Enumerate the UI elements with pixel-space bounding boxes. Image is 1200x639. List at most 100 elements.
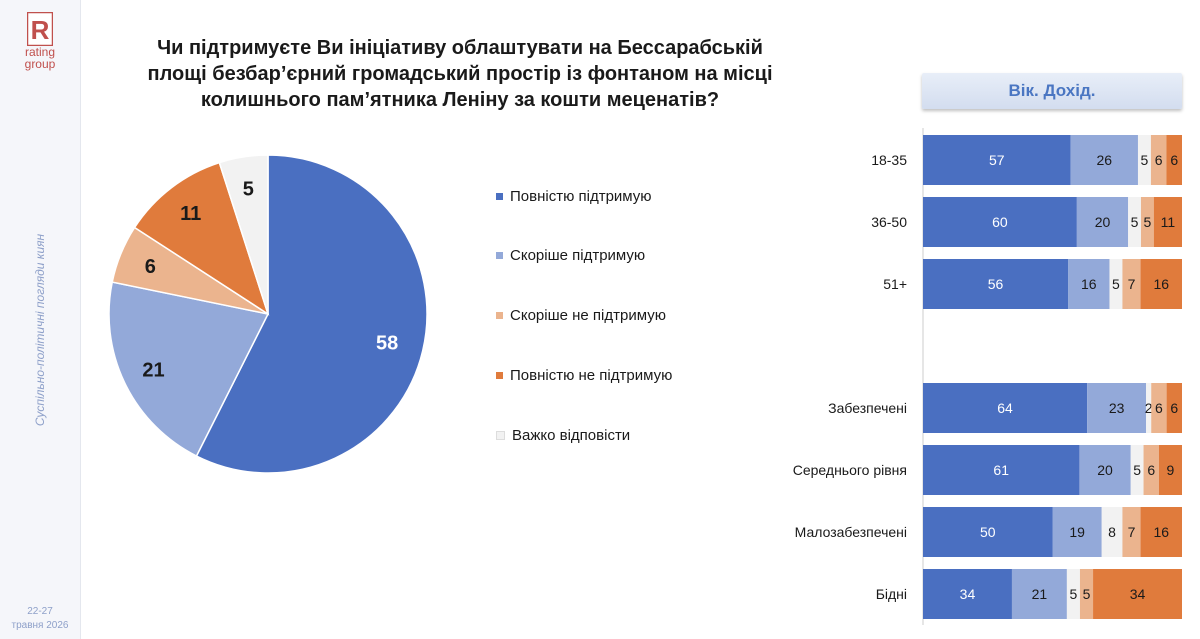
bar-value-label: 11: [1161, 214, 1176, 230]
bar-segment-rather-support: [1079, 445, 1131, 495]
bar-value-label: 23: [1109, 400, 1125, 416]
bar-segment-full-not: [1093, 569, 1182, 619]
bar-value-label: 21: [1032, 586, 1048, 602]
bar-value-label: 20: [1097, 462, 1113, 478]
bar-value-label: 57: [989, 152, 1005, 168]
logo-word-group: group: [24, 57, 56, 71]
bar-segment-hard-to-say: [1109, 259, 1123, 309]
bar-category-label: Середнього рівня: [793, 462, 907, 478]
bar-segment-rather-support: [1076, 197, 1129, 247]
bar-value-label: 7: [1128, 524, 1136, 540]
legend-swatch-rather-support: [496, 251, 503, 259]
bar-category-label: Малозабезпечені: [795, 524, 907, 540]
pie-label: 11: [180, 203, 201, 225]
bar-value-label: 20: [1095, 214, 1111, 230]
bar-segment-rather-not: [1079, 569, 1094, 619]
chart-title: Чи підтримуєте Ви ініціативу облаштувати…: [140, 35, 780, 113]
legend-label: Скоріше не підтримую: [510, 307, 666, 324]
pie-label: 58: [376, 332, 398, 354]
bar-segment-hard-to-say: [1130, 445, 1144, 495]
bar-value-label: 16: [1153, 276, 1169, 292]
legend-swatch-full-support: [496, 192, 503, 200]
logo-r-icon: R: [27, 12, 53, 46]
bar-value-label: 5: [1141, 152, 1149, 168]
bar-value-label: 50: [980, 524, 996, 540]
bar-segment-rather-not: [1150, 135, 1167, 185]
bar-segment-full-support: [923, 445, 1080, 495]
bar-segment-rather-not: [1122, 507, 1141, 557]
bar-value-label: 5: [1133, 462, 1141, 478]
bar-value-label: 19: [1069, 524, 1085, 540]
legend-item: Повністю підтримую: [496, 188, 652, 205]
legend-item: Скоріше не підтримую: [496, 307, 666, 324]
bar-segment-rather-support: [1068, 259, 1110, 309]
bar-value-label: 60: [992, 214, 1008, 230]
bar-value-label: 5: [1143, 214, 1151, 230]
bar-value-label: 2: [1145, 400, 1153, 416]
bar-segment-rather-not: [1143, 445, 1159, 495]
bar-segment-full-support: [923, 259, 1069, 309]
bar-segment-rather-not: [1140, 197, 1154, 247]
bar-segment-full-not: [1140, 259, 1182, 309]
bar-category-label: Забезпечені: [828, 400, 907, 416]
age-income-header: Вік. Дохід.: [922, 73, 1182, 109]
bar-category-label: 51+: [883, 276, 907, 292]
bar-segment-full-not: [1140, 507, 1182, 557]
bar-segment-hard-to-say: [1137, 135, 1151, 185]
bar-segment-full-not: [1166, 383, 1182, 433]
pie-label: 6: [145, 256, 156, 278]
bar-segment-full-support: [923, 135, 1071, 185]
bar-value-label: 5: [1070, 586, 1078, 602]
bar-segment-rather-support: [1087, 383, 1147, 433]
bar-segment-rather-not: [1151, 383, 1167, 433]
bar-value-label: 6: [1147, 462, 1155, 478]
bar-segment-full-not: [1158, 445, 1182, 495]
bar-segment-full-not: [1153, 197, 1182, 247]
date-range: 22-27: [27, 606, 53, 617]
bar-value-label: 26: [1097, 152, 1113, 168]
title-line: Чи підтримуєте Ви ініціативу облаштувати…: [157, 37, 763, 59]
bar-segment-full-support: [923, 569, 1012, 619]
sidebar: R rating group Суспільно-політичні погля…: [0, 0, 81, 639]
bar-value-label: 8: [1108, 524, 1116, 540]
legend-item: Важко відповісти: [496, 427, 630, 444]
legend-label: Скоріше підтримую: [510, 247, 646, 264]
logo-word-rating: rating: [24, 45, 56, 59]
bar-segment-rather-support: [1011, 569, 1067, 619]
bar-value-label: 6: [1170, 400, 1178, 416]
bar-value-label: 6: [1155, 152, 1163, 168]
bar-value-label: 6: [1170, 152, 1178, 168]
bar-value-label: 5: [1112, 276, 1120, 292]
pie-slice-hard-to-say: [218, 154, 269, 315]
legend-label: Повністю підтримую: [510, 188, 652, 205]
bar-segment-rather-not: [1122, 259, 1141, 309]
legend-item: Повністю не підтримую: [496, 367, 672, 384]
bar-value-label: 34: [960, 586, 976, 602]
title-line: площі безбар’єрний громадський простір і…: [147, 63, 773, 85]
bar-segment-hard-to-say: [1101, 507, 1123, 557]
svg-text:R: R: [31, 15, 50, 45]
title-line: колишнього пам’ятника Леніну за кошти ме…: [200, 89, 720, 111]
pie-slice-full-support: [195, 154, 428, 474]
bar-segment-rather-support: [1070, 135, 1138, 185]
legend-swatch-rather-not: [496, 311, 503, 319]
bar-value-label: 61: [993, 462, 1009, 478]
bar-value-label: 64: [997, 400, 1013, 416]
bar-value-label: 5: [1131, 214, 1139, 230]
pie-slice-rather-support: [108, 281, 270, 458]
legend-swatch-full-not: [496, 371, 503, 379]
pie-label: 21: [142, 359, 164, 381]
bar-category-label: Бідні: [876, 586, 907, 602]
bar-value-label: 16: [1153, 524, 1169, 540]
bar-value-label: 6: [1155, 400, 1163, 416]
bar-segment-hard-to-say: [1128, 197, 1141, 247]
bar-category-label: 36-50: [871, 214, 907, 230]
date-month: травня 2026: [11, 620, 69, 631]
legend-label: Важко відповісти: [512, 427, 631, 444]
bar-category-label: 18-35: [871, 152, 907, 168]
bar-segment-full-support: [923, 507, 1053, 557]
bar-segment-full-not: [1166, 135, 1182, 185]
pie-label: 5: [243, 178, 254, 200]
